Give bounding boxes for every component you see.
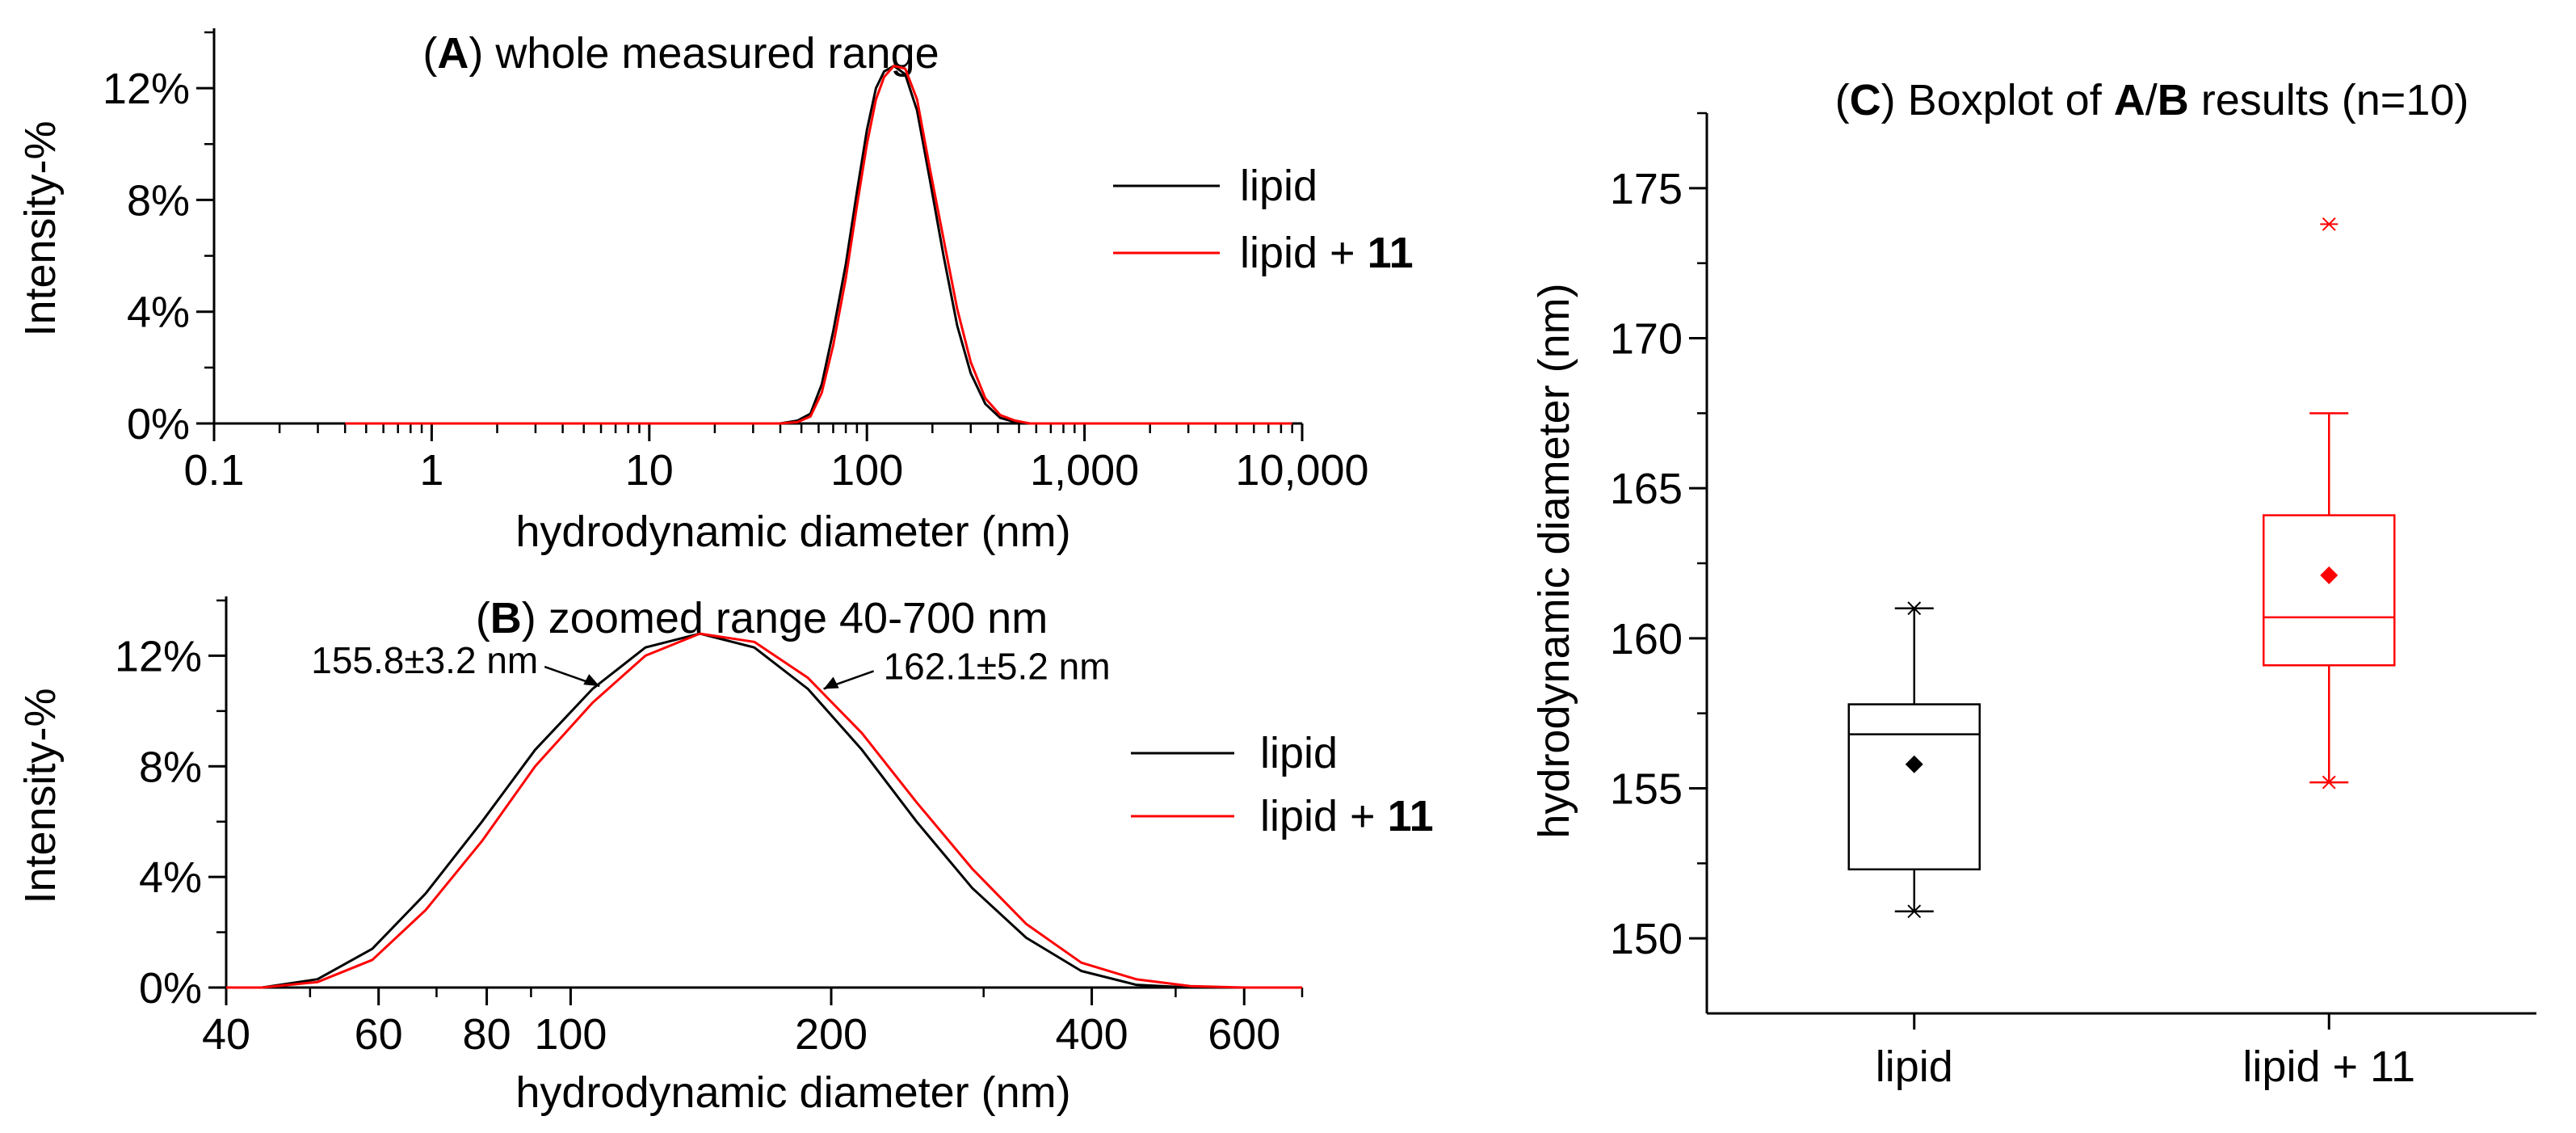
- panel-b-chart: (B) zoomed range 40-700 nm 40 60 80 100 200 4…: [16, 594, 1434, 1117]
- panel-c-x-tick-label-lipid11: lipid + 11: [2242, 1042, 2415, 1091]
- panel-c-title: (C) Boxplot of A/B results (n=10): [1835, 76, 2469, 124]
- panel-b-series-lipid-line: [226, 632, 1302, 989]
- panel-c-box-lipid-min-marker: [1905, 904, 1923, 919]
- panel-a-x-tick-label: 100: [830, 446, 903, 495]
- panel-a-y-tick-label: 4%: [127, 289, 190, 337]
- panel-c-y-tick-label: 160: [1610, 615, 1683, 663]
- panel-a-series-lipid11-line: [345, 65, 1292, 425]
- panel-b-y-tick-label: 8%: [139, 743, 202, 791]
- panel-b-annotation-arrowhead: [583, 674, 600, 687]
- panel-a-legend-label-lipid11: lipid + 11: [1240, 229, 1414, 277]
- panel-b-annotation-label: 162.1±5.2 nm: [884, 645, 1111, 687]
- panel-c-y-tick-label: 175: [1610, 165, 1683, 213]
- panel-c-box-lipid11-max-marker-stroke: [2322, 217, 2336, 231]
- panel-a-title-text: ) whole measured range: [469, 29, 939, 78]
- panel-a-title-letter: A: [437, 29, 469, 78]
- panel-c-chart: (C) Boxplot of A/B results (n=10) 150 155…: [1530, 76, 2536, 1091]
- panel-c-box-lipid11-max-marker: [2320, 217, 2339, 231]
- panel-a-ylabel: Intensity-%: [16, 120, 65, 336]
- panel-c-y-tick-label: 155: [1610, 765, 1683, 814]
- panel-a-legend-label-lipid: lipid: [1240, 162, 1317, 210]
- panel-b-x-tick-label: 400: [1056, 1010, 1128, 1059]
- panel-b-title-letter: B: [490, 594, 522, 642]
- panel-a-xlabel: hydrodynamic diameter (nm): [515, 508, 1070, 556]
- panel-a-x-tick-label: 1,000: [1030, 446, 1139, 495]
- panel-b-title-text: ) zoomed range 40-700 nm: [522, 594, 1048, 642]
- panel-b-annotation-arrowhead: [823, 676, 839, 689]
- panel-b-legend-label-lipid11: lipid + 11: [1260, 792, 1434, 840]
- panel-c-box-lipid11-mean-marker: [2320, 566, 2339, 584]
- panel-c-box-lipid11-min-marker: [2320, 775, 2339, 790]
- panel-c-box-lipid11-min-marker-stroke: [2322, 775, 2336, 790]
- panel-b-xlabel: hydrodynamic diameter (nm): [515, 1068, 1070, 1117]
- panel-a-y-tick-label: 0%: [127, 400, 190, 449]
- panel-b-legend: lipid lipid + 11: [1131, 729, 1434, 840]
- panel-c-box-lipid-max-marker: [1905, 601, 1923, 616]
- panel-b-series-lipid11-line: [226, 632, 1302, 989]
- panel-a-chart: (A) whole measured range 0.1 1 10 100 1,000 1…: [16, 28, 1414, 556]
- panel-a-x-tick-label: 10: [625, 446, 674, 495]
- panel-b-x-tick-label: 80: [463, 1010, 511, 1059]
- panel-c-box-lipid11: [2263, 514, 2396, 667]
- panel-b-x-tick-label: 600: [1208, 1010, 1280, 1059]
- panel-b-x-tick-label: 200: [795, 1010, 868, 1059]
- panel-c-box-lipid-min-marker-stroke: [1907, 904, 1922, 919]
- panel-a-legend: lipid lipid + 11: [1113, 162, 1414, 277]
- panel-c-y-tick-label: 170: [1610, 315, 1683, 364]
- panel-b-y-tick-label: 0%: [139, 964, 202, 1013]
- panel-c-box-lipid-mean-marker: [1905, 755, 1923, 773]
- panel-a-title: (A) whole measured range: [422, 29, 939, 78]
- panel-c-box-lipid: [1847, 703, 1981, 871]
- panel-b-title: (B) zoomed range 40-700 nm: [476, 594, 1048, 642]
- panel-c-box-lipid-max-marker-stroke: [1907, 601, 1922, 616]
- panel-c-y-tick-label: 165: [1610, 465, 1683, 513]
- panel-a-x-tick-label: 1: [419, 446, 443, 495]
- panel-b-y-tick-label: 4%: [139, 853, 202, 902]
- panel-b-ylabel: Intensity-%: [16, 688, 65, 903]
- panel-b-y-tick-label: 12%: [115, 632, 202, 680]
- panel-b-legend-label-lipid: lipid: [1260, 729, 1338, 777]
- panel-a-x-tick-label: 10,000: [1235, 446, 1368, 495]
- panel-b-annotation-label: 155.8±3.2 nm: [311, 639, 538, 681]
- panel-a-x-tick-label: 0.1: [183, 446, 244, 495]
- panel-c-ylabel: hydrodynamic diameter (nm): [1530, 283, 1578, 838]
- panel-b-x-tick-label: 100: [534, 1010, 607, 1059]
- panel-c-x-tick-label-lipid: lipid: [1876, 1042, 1953, 1091]
- panel-b-x-tick-label: 60: [355, 1010, 403, 1059]
- panel-a-y-tick-label: 8%: [127, 176, 190, 225]
- panel-b-x-tick-label: 40: [202, 1010, 250, 1059]
- panel-a-y-tick-label: 12%: [103, 65, 190, 113]
- panel-c-y-tick-label: 150: [1610, 915, 1683, 963]
